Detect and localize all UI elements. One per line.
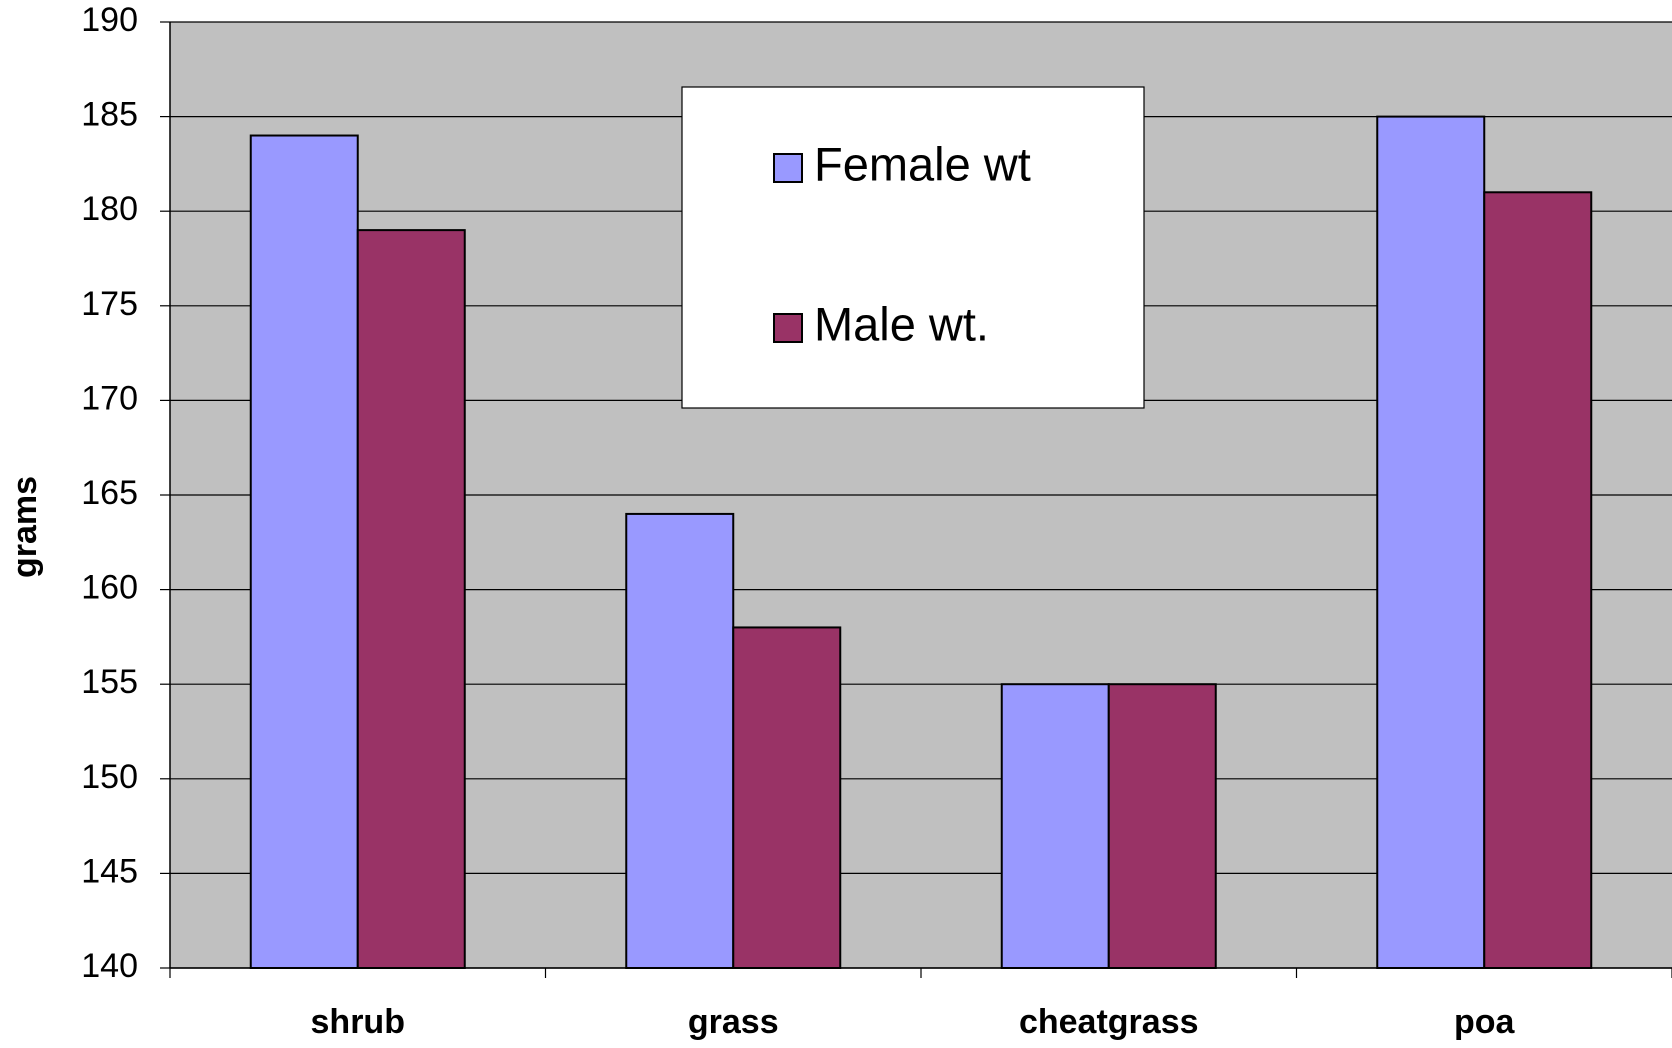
bar [356, 229, 466, 969]
y-tick-label: 185 [81, 96, 138, 134]
legend [681, 86, 1145, 409]
x-tick-label: shrub [311, 1003, 405, 1041]
legend-swatch [773, 313, 803, 343]
y-tick-label: 150 [81, 758, 138, 796]
x-tick-label: cheatgrass [1019, 1003, 1199, 1041]
x-tick-label: grass [688, 1003, 779, 1041]
bar [1483, 191, 1593, 969]
bar [1376, 115, 1486, 970]
y-tick-label: 160 [81, 569, 138, 607]
bar [1000, 683, 1110, 969]
bar [732, 626, 842, 969]
x-tick-label: poa [1454, 1003, 1516, 1041]
y-tick-label: 175 [81, 285, 138, 323]
y-tick-label: 165 [81, 474, 138, 512]
y-axis-label: grams [6, 476, 44, 578]
y-tick-label: 190 [81, 1, 138, 39]
bar [625, 512, 735, 969]
bar [249, 134, 359, 969]
legend-label: Female wt [814, 137, 1031, 190]
y-tick-label: 170 [81, 379, 138, 417]
bar [1107, 683, 1217, 969]
y-tick-label: 180 [81, 190, 138, 228]
legend-label: Male wt. [814, 297, 989, 350]
y-tick-label: 140 [81, 947, 138, 985]
y-tick-label: 155 [81, 663, 138, 701]
legend-swatch [773, 153, 803, 183]
y-tick-label: 145 [81, 852, 138, 890]
